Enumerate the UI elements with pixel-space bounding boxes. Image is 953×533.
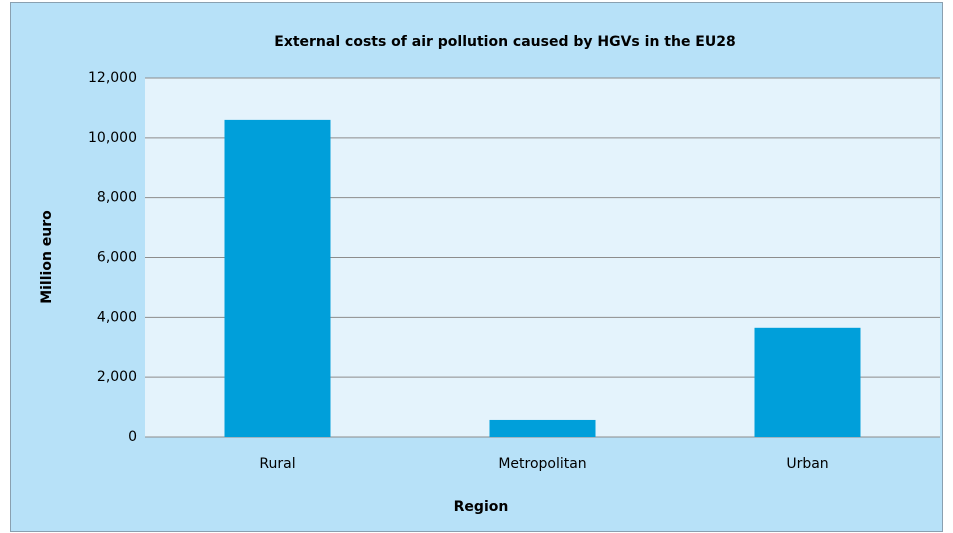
y-tick-label: 6,000 [97,250,137,266]
x-axis-title: Region [454,499,509,515]
x-tick-label: Rural [259,456,295,472]
y-tick-label: 0 [128,429,137,445]
y-axis-title: Million euro [39,210,55,304]
bar [489,419,596,437]
y-tick-label: 8,000 [97,190,137,206]
bar [224,119,331,437]
bar [754,327,861,437]
y-tick-label: 12,000 [88,70,137,86]
chart-title: External costs of air pollution caused b… [274,34,735,50]
y-tick-label: 2,000 [97,369,137,385]
x-tick-label: Urban [786,456,828,472]
y-tick-label: 10,000 [88,130,137,146]
y-tick-label: 4,000 [97,309,137,325]
x-tick-label: Metropolitan [498,456,586,472]
